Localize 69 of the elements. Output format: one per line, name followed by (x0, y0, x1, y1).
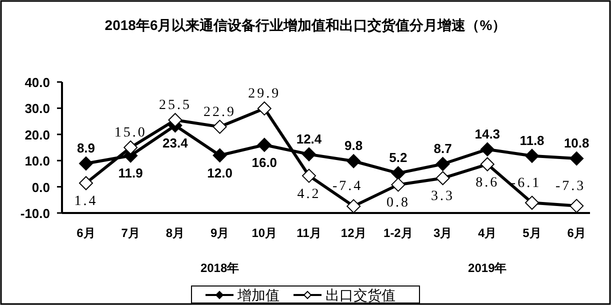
point (212, 148, 227, 162)
point (302, 147, 316, 162)
data-label: 10.8 (564, 136, 590, 151)
x-tick-label: 7月 (121, 226, 140, 240)
data-label: 16.0 (252, 154, 278, 170)
point (79, 176, 93, 190)
y-tick-label: 0.0 (32, 180, 50, 195)
data-label: 0.8 (386, 196, 410, 211)
y-tick-label: 30.0 (24, 101, 50, 116)
point (525, 196, 539, 210)
y-tick-label: 40.0 (24, 75, 50, 90)
point (124, 140, 138, 154)
x-tick-label: 4月 (478, 226, 497, 240)
title: 2018年6月以来通信设备行业增加值和出口交货值分月增速（%） (104, 17, 506, 33)
data-label: 22.9 (204, 104, 236, 120)
x-tick-label: 5月 (522, 226, 542, 240)
x-tick-label: 12月 (340, 226, 366, 240)
y-tick-label: -10.0 (20, 206, 50, 221)
point (570, 198, 584, 213)
data-label: 8.9 (76, 140, 96, 156)
data-label: 11.8 (520, 132, 544, 148)
x-tick-label: 1-2月 (384, 226, 413, 240)
data-label: 25.5 (158, 98, 192, 113)
point (346, 199, 361, 214)
point (79, 156, 93, 170)
y-tick-label: 20.0 (24, 127, 50, 142)
data-label: 5.2 (389, 150, 408, 166)
x-tick-label: 3月 (433, 226, 452, 240)
text: 2018年 (200, 261, 240, 275)
point (168, 112, 182, 127)
data-label: -7.3 (556, 178, 586, 194)
point (302, 168, 316, 183)
point (391, 166, 406, 180)
point (480, 142, 494, 156)
legend-label: 增加值 (236, 288, 280, 304)
x-tick-label: 9月 (210, 226, 230, 240)
point (480, 157, 494, 172)
data-label: 11.9 (118, 166, 143, 181)
x-tick-label: 11月 (296, 226, 322, 240)
text: 2019年 (468, 261, 507, 275)
data-label: 1.4 (74, 194, 98, 210)
y-tick-label: 10.0 (24, 154, 50, 169)
point (436, 171, 450, 186)
data-label: 8.7 (434, 141, 452, 156)
data-label: 9.8 (344, 138, 363, 154)
point (257, 101, 272, 116)
data-label: 4.2 (297, 186, 321, 202)
point (436, 157, 450, 172)
data-label: 12.0 (207, 165, 232, 180)
point (257, 138, 272, 152)
data-label: -7.4 (332, 179, 363, 194)
point (525, 148, 539, 163)
x-tick-label: 6月 (567, 226, 586, 240)
x-tick-label: 6月 (76, 226, 96, 240)
legend-label: 出口交货值 (326, 288, 396, 304)
point (570, 152, 584, 166)
data-label: 23.4 (162, 135, 189, 150)
data-label: 8.6 (476, 175, 500, 190)
point (391, 178, 406, 192)
data-label: 29.9 (248, 86, 281, 102)
point (212, 120, 227, 134)
data-label: 15.0 (114, 126, 147, 140)
data-label: 12.4 (296, 131, 322, 146)
data-label: -6.1 (510, 176, 542, 191)
data-label: 3.3 (431, 189, 455, 204)
x-tick-label: 10月 (252, 226, 278, 240)
x-tick-label: 8月 (166, 226, 185, 240)
data-label: 14.3 (474, 126, 500, 142)
point (346, 154, 361, 168)
